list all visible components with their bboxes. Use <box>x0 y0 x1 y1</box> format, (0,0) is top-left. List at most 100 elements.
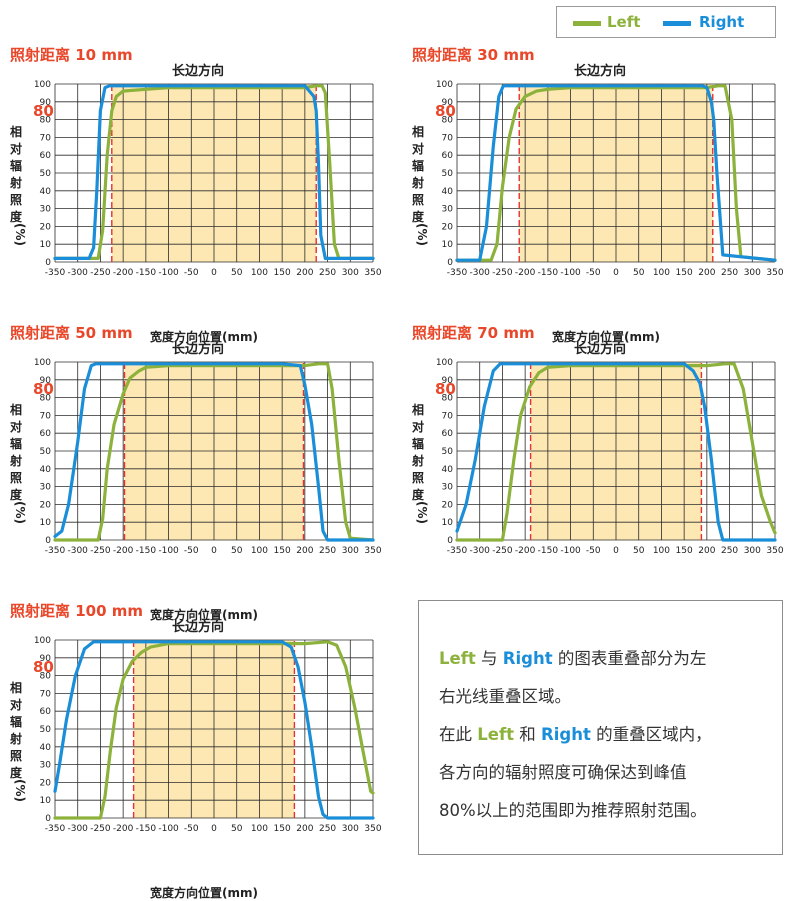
x-tick-label: -350 <box>45 824 66 834</box>
x-tick-label: -250 <box>90 546 111 556</box>
x-tick-label: 300 <box>342 824 359 834</box>
marker-80-label: 80 <box>435 102 456 120</box>
chart-subtitle: 长边方向 <box>172 342 225 357</box>
x-tick-label: -250 <box>492 546 513 556</box>
y-axis-label-char: 辐 <box>9 437 22 451</box>
x-tick-label: -100 <box>158 268 179 278</box>
y-axis-label-char: 度 <box>411 488 424 502</box>
chart-panel-1: 照射距离 30 mm 长边方向 80 相对辐射照度 (%) 宽度方向位置(mm) -350-… <box>402 46 784 344</box>
x-tick-label: 350 <box>766 546 783 556</box>
y-tick-label: 10 <box>442 240 454 250</box>
x-tick-label: -150 <box>538 268 559 278</box>
x-axis-label: 宽度方向位置(mm) <box>150 330 258 344</box>
legend-right-label: Right <box>699 13 745 31</box>
note-line-5: 80%以上的范围即为推荐照射范围。 <box>439 801 707 820</box>
y-tick-label: 90 <box>40 98 52 108</box>
x-tick-label: -300 <box>469 546 490 556</box>
y-tick-label: 100 <box>34 636 51 646</box>
x-tick-label: 150 <box>274 824 291 834</box>
x-tick-label: 350 <box>766 268 783 278</box>
series-line-left <box>455 362 777 542</box>
series-line-left <box>455 84 777 262</box>
y-tick-label: 80 <box>40 116 52 126</box>
x-tick-label: -300 <box>67 824 88 834</box>
x-tick-label: 200 <box>296 268 313 278</box>
y-tick-label: 20 <box>442 500 454 510</box>
y-tick-label: 80 <box>40 394 52 404</box>
y-axis-label-char: 射 <box>9 454 22 468</box>
y-axis-label-char: 照 <box>9 749 22 763</box>
x-tick-label: -100 <box>560 268 581 278</box>
y-tick-label: 30 <box>442 205 454 215</box>
x-tick-label: 50 <box>231 546 243 556</box>
x-tick-label: 350 <box>364 546 381 556</box>
y-axis-label-char: 对 <box>411 420 424 434</box>
y-tick-label: 30 <box>40 205 52 215</box>
y-tick-label: 90 <box>40 376 52 386</box>
x-axis-label: 宽度方向位置(mm) <box>150 608 258 622</box>
y-axis-label-char: 照 <box>411 193 424 207</box>
chart-title: 照射距离 70 mm <box>412 324 535 342</box>
y-tick-label: 10 <box>40 518 52 528</box>
y-tick-label: 20 <box>442 222 454 232</box>
y-tick-label: 40 <box>40 465 52 475</box>
x-tick-label: 200 <box>698 268 715 278</box>
y-tick-label: 70 <box>40 133 52 143</box>
y-tick-label: 40 <box>40 187 52 197</box>
y-tick-label: 70 <box>40 411 52 421</box>
y-tick-label: 40 <box>442 465 454 475</box>
y-axis-label-char: 度 <box>411 210 424 224</box>
y-axis-label-char: 辐 <box>411 159 424 173</box>
note-line3-mid: 和 <box>514 725 542 744</box>
note-right-term-2: Right <box>541 725 591 744</box>
legend-box: Left Right <box>556 6 776 38</box>
y-tick-label: 60 <box>40 707 52 717</box>
x-tick-label: 250 <box>319 268 336 278</box>
y-tick-label: 100 <box>34 80 51 90</box>
y-tick-label: 50 <box>442 169 454 179</box>
x-tick-label: -200 <box>113 546 134 556</box>
chart-panel-4: 照射距离 100 mm 长边方向 80 相对辐射照度 (%) 宽度方向位置(mm) -350… <box>0 602 382 900</box>
y-tick-label: 80 <box>40 672 52 682</box>
chart-panel-2: 照射距离 50 mm 长边方向 80 相对辐射照度 (%) 宽度方向位置(mm) -350-… <box>0 324 382 622</box>
x-tick-label: -200 <box>113 268 134 278</box>
x-tick-label: -200 <box>113 824 134 834</box>
chart-subtitle: 长边方向 <box>172 64 225 79</box>
note-line-1: Left 与 Right 的图表重叠部分为左 <box>439 645 706 669</box>
legend-right-swatch <box>663 21 691 26</box>
note-line3-rest: 的重叠区域内， <box>590 725 712 744</box>
x-tick-label: 150 <box>676 546 693 556</box>
y-tick-label: 10 <box>442 518 454 528</box>
series-line-right <box>53 640 375 820</box>
y-tick-label: 20 <box>40 778 52 788</box>
y-axis-label-char: 相 <box>9 403 22 417</box>
x-tick-label: -100 <box>158 546 179 556</box>
series-line-left <box>53 84 375 260</box>
x-tick-label: -50 <box>184 824 199 834</box>
legend-left-swatch <box>573 21 601 26</box>
y-axis-label-char: 射 <box>411 176 424 190</box>
x-tick-label: 0 <box>211 546 217 556</box>
x-tick-label: -100 <box>158 824 179 834</box>
x-tick-label: 300 <box>342 546 359 556</box>
x-tick-label: 100 <box>251 824 268 834</box>
x-tick-label: -250 <box>492 268 513 278</box>
y-axis-label-char: 射 <box>411 454 424 468</box>
x-tick-label: 0 <box>211 268 217 278</box>
series-line-right <box>455 362 777 542</box>
marker-80-label: 80 <box>33 658 54 676</box>
x-tick-label: 50 <box>633 546 645 556</box>
chart-svg: -350 -300 -250 -200 -150 -100 -50 0 50 100 150 200 2… <box>34 636 382 834</box>
x-tick-label: -200 <box>515 546 536 556</box>
y-tick-label: 50 <box>40 725 52 735</box>
y-tick-label: 60 <box>40 429 52 439</box>
x-tick-label: 200 <box>698 546 715 556</box>
y-tick-label: 10 <box>40 796 52 806</box>
x-tick-label: 250 <box>319 546 336 556</box>
y-tick-label: 10 <box>40 240 52 250</box>
chart-subtitle: 长边方向 <box>574 64 627 79</box>
note-line-3: 在此 Left 和 Right 的重叠区域内， <box>439 721 712 745</box>
series-line-left <box>53 640 375 820</box>
y-tick-label: 30 <box>40 761 52 771</box>
y-axis-label-char: 相 <box>411 403 424 417</box>
